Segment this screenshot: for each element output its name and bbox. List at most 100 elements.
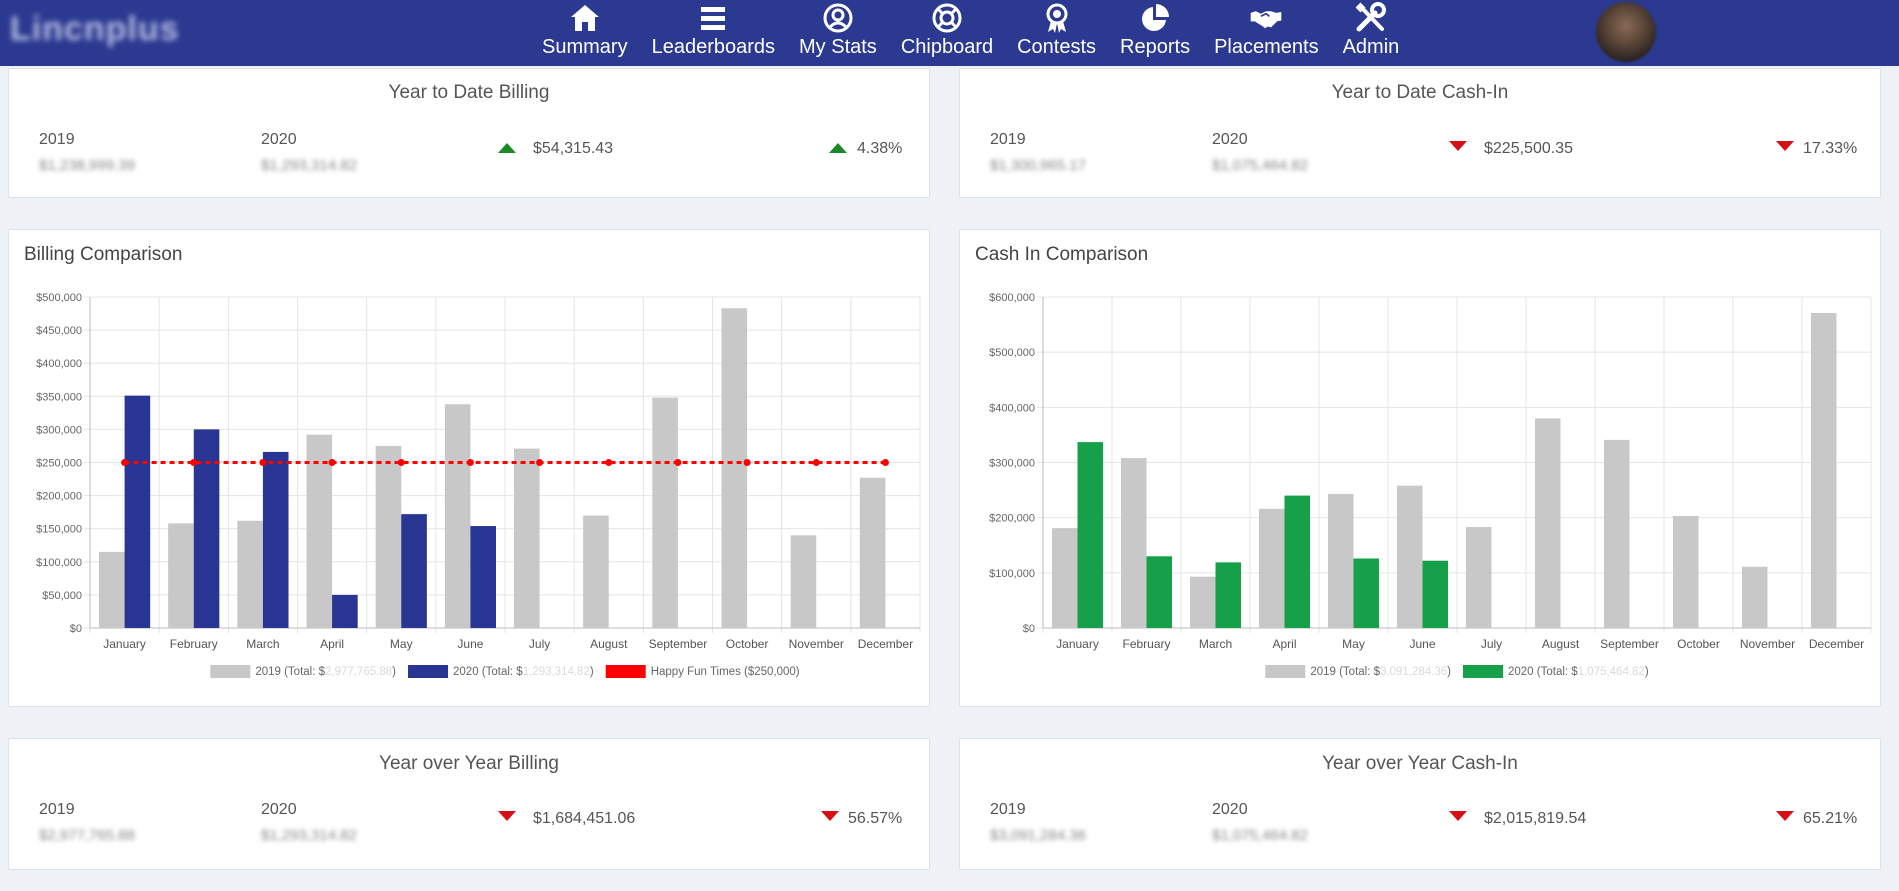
- cash-chart-bar-2019-december[interactable]: [1810, 312, 1837, 628]
- nav-leaderboards[interactable]: Leaderboards: [640, 0, 787, 66]
- billing-chart-bar-2019-january[interactable]: [98, 551, 125, 628]
- billing-chart-bar-2019-september[interactable]: [652, 397, 678, 628]
- billing-chart-bar-2020-february[interactable]: [193, 429, 220, 628]
- billing-chart-ytick-label: $200,000: [36, 491, 82, 503]
- billing-chart-ytick-label: $0: [70, 623, 82, 635]
- cash-chart-bar-2019-september[interactable]: [1603, 439, 1630, 628]
- billing-chart-line-point-september[interactable]: [674, 459, 682, 466]
- nav-placements[interactable]: Placements: [1202, 0, 1331, 66]
- cash-chart-xtick-label: January: [1056, 637, 1099, 651]
- cash-chart-bar-2019-october[interactable]: [1672, 516, 1699, 628]
- cash-chart-bar-2019-november[interactable]: [1741, 566, 1768, 628]
- brand-logo[interactable]: Lincnplus: [10, 10, 180, 48]
- billing-chart-bar-2019-december[interactable]: [859, 477, 886, 628]
- billing-chart-legend-item-2020[interactable]: 2020 (Total: $1,293,314.82): [408, 665, 594, 678]
- avatar[interactable]: [1596, 2, 1656, 62]
- ytd-cash-title: Year to Date Cash-In: [1331, 82, 1509, 103]
- ytd-billing-pct-up-arrow-icon: [829, 143, 847, 153]
- yoy-billing-year1-label: 2019: [39, 801, 75, 818]
- cash-chart-bar-2019-january[interactable]: [1051, 528, 1078, 628]
- cash-chart-bar-2020-march[interactable]: [1215, 562, 1242, 628]
- cash-chart-bar-2019-july[interactable]: [1465, 527, 1492, 628]
- billing-chart-line-point-march[interactable]: [259, 459, 267, 466]
- ytd-cash-year2-value: $1,075,464.82: [1212, 157, 1308, 174]
- cash-chart-xtick-label: September: [1600, 637, 1659, 651]
- billing-chart-legend-item-happy-fun-times[interactable]: Happy Fun Times ($250,000): [605, 665, 800, 678]
- nav-admin-label: Admin: [1342, 36, 1400, 58]
- cash-chart-bar-2020-april[interactable]: [1284, 495, 1311, 628]
- billing-chart-line-point-november[interactable]: [812, 459, 820, 466]
- cash-chart-xtick-label: October: [1677, 637, 1720, 651]
- billing-chart-bar-2020-january[interactable]: [124, 395, 151, 628]
- nav-summary[interactable]: Summary: [530, 0, 640, 66]
- billing-chart-line-point-august[interactable]: [605, 459, 613, 466]
- yoy-billing-diff-down-arrow-icon: [498, 811, 516, 821]
- billing-chart-bar-2019-february[interactable]: [168, 523, 194, 628]
- nav-placements-label: Placements: [1214, 36, 1319, 58]
- main-nav: Summary Leaderboards My Stats Chipboard …: [530, 0, 1411, 66]
- billing-chart-line-point-december[interactable]: [881, 459, 889, 466]
- billing-chart-line-point-february[interactable]: [190, 459, 198, 466]
- billing-chart-bar-2020-may[interactable]: [401, 514, 427, 628]
- billing-chart-bar-2019-april[interactable]: [306, 434, 333, 628]
- cash-chart-xtick-label: August: [1542, 637, 1580, 651]
- nav-admin[interactable]: Admin: [1331, 0, 1412, 66]
- billing-chart-bar-2019-november[interactable]: [790, 535, 817, 628]
- billing-chart-bar-2020-june[interactable]: [470, 526, 497, 628]
- billing-chart-bar-2019-may[interactable]: [375, 445, 402, 628]
- cash-chart-legend-swatch: [1463, 665, 1503, 678]
- billing-chart-legend-item-2019[interactable]: 2019 (Total: $2,977,765.88): [210, 665, 396, 678]
- billing-chart-ytick-label: $450,000: [36, 325, 82, 337]
- nav-my-stats[interactable]: My Stats: [787, 0, 889, 66]
- cash-chart-bar-2019-august[interactable]: [1534, 418, 1561, 628]
- billing-chart-bar-2019-october[interactable]: [721, 308, 748, 628]
- billing-chart-bar-2019-march[interactable]: [237, 520, 263, 628]
- cash-chart-bar-2020-january[interactable]: [1077, 442, 1104, 628]
- tools-icon: [1355, 2, 1386, 32]
- billing-chart-ytick-label: $150,000: [36, 524, 82, 536]
- billing-chart-bar-2019-july[interactable]: [513, 448, 540, 628]
- home-icon: [570, 5, 599, 31]
- cash-chart-bar-2020-may[interactable]: [1353, 558, 1380, 628]
- billing-chart-card: Billing Comparison $0 $50,000 $100,000 $150…: [8, 229, 930, 707]
- billing-chart-line-point-july[interactable]: [536, 459, 544, 466]
- cash-chart-legend-item-2019[interactable]: 2019 (Total: $3,091,284.36): [1265, 665, 1451, 678]
- yoy-billing-year1-value: $2,977,765.88: [39, 827, 135, 844]
- cash-chart-bar-2019-march[interactable]: [1189, 576, 1216, 628]
- yoy-cash-year2-value: $1,075,464.82: [1212, 827, 1308, 844]
- nav-contests[interactable]: Contests: [1005, 0, 1108, 66]
- yoy-cash-card: Year over Year Cash-In 2019 $3,091,284.3…: [959, 738, 1881, 870]
- billing-chart-bar-2019-august[interactable]: [583, 515, 609, 628]
- billing-chart-line-point-may[interactable]: [397, 459, 405, 466]
- billing-chart-xtick-label: July: [529, 637, 550, 651]
- yoy-cash-pct-value: 65.21%: [1803, 810, 1858, 827]
- cash-chart-bar-2019-april[interactable]: [1258, 508, 1285, 628]
- cash-chart-bar-2019-may[interactable]: [1327, 493, 1354, 628]
- cash-chart-bar-2020-june[interactable]: [1422, 560, 1449, 628]
- cash-chart-bar-2020-february[interactable]: [1146, 556, 1173, 628]
- nav-reports[interactable]: Reports: [1108, 0, 1202, 66]
- ytd-cash-year1-value: $1,300,965.17: [990, 157, 1086, 174]
- billing-chart-line-point-january[interactable]: [121, 459, 129, 466]
- cash-chart-bar-2019-june[interactable]: [1396, 485, 1423, 628]
- billing-chart-line-point-june[interactable]: [466, 459, 474, 466]
- yoy-billing-year2-value: $1,293,314.82: [261, 827, 357, 844]
- billing-chart-legend-swatch: [605, 665, 646, 678]
- cash-chart-legend-item-2020[interactable]: 2020 (Total: $1,075,464.82): [1463, 665, 1649, 678]
- billing-chart-line-point-october[interactable]: [743, 459, 751, 466]
- cash-chart-bar-2019-february[interactable]: [1120, 458, 1147, 628]
- nav-chipboard-label: Chipboard: [900, 36, 994, 58]
- billing-chart-bar-2020-april[interactable]: [332, 594, 358, 628]
- billing-chart-xtick-label: May: [390, 637, 413, 651]
- nav-contests-label: Contests: [1017, 36, 1097, 58]
- yoy-billing-title: Year over Year Billing: [379, 753, 559, 774]
- billing-chart-ytick-label: $250,000: [36, 458, 82, 470]
- nav-chipboard[interactable]: Chipboard: [889, 0, 1005, 66]
- pie-chart-icon: [1142, 4, 1170, 31]
- cash-chart-legend-label: 2020 (Total: $1,075,464.82): [1508, 666, 1649, 678]
- billing-chart-bar-2020-march[interactable]: [262, 451, 289, 628]
- billing-chart-bar-2019-june[interactable]: [444, 404, 471, 628]
- billing-chart-line-point-april[interactable]: [328, 459, 336, 466]
- ytd-cash-diff-value: $225,500.35: [1484, 140, 1573, 157]
- user-circle-icon: [823, 3, 853, 33]
